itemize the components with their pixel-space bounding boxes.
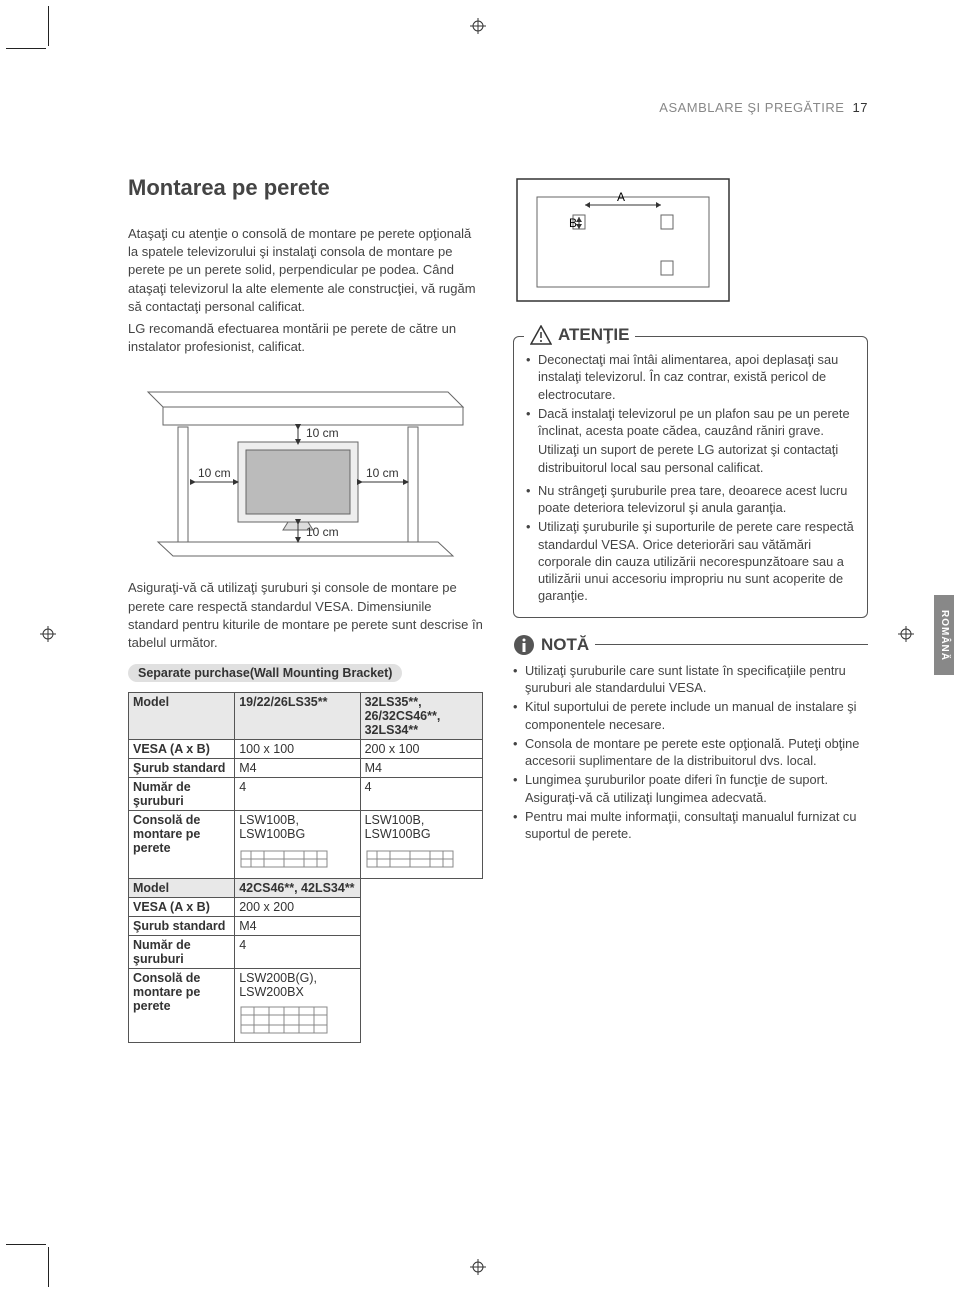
crop-mark	[6, 1244, 46, 1245]
cell: LSW100B, LSW100BG	[235, 811, 360, 879]
svg-text:10 cm: 10 cm	[306, 426, 339, 440]
bracket-icon	[239, 1003, 329, 1037]
note-item: Lungimea şuruburilor poate diferi în fun…	[513, 771, 868, 806]
cell: M4	[360, 759, 482, 778]
cell: VESA (A x B)	[129, 740, 235, 759]
cell: 4	[235, 936, 360, 969]
cell: Model	[129, 879, 235, 898]
attention-item: Nu strângeţi şuruburile prea tare, deoar…	[526, 482, 855, 517]
spec-table-1: Model19/22/26LS35**32LS35**, 26/32CS46**…	[128, 692, 483, 1043]
separate-purchase-label: Separate purchase(Wall Mounting Bracket)	[128, 664, 402, 682]
note-section: NOTĂ Utilizaţi şuruburile care sunt list…	[513, 634, 868, 843]
cell: Număr de şuruburi	[129, 936, 235, 969]
section-title: ASAMBLARE ŞI PREGĂTIRE	[659, 100, 844, 115]
crop-mark	[48, 6, 49, 46]
cell: LSW100B, LSW100BG	[360, 811, 482, 879]
wall-mount-clearance-diagram: 10 cm 10 cm 10 cm 10 cm	[128, 372, 468, 562]
registration-mark-icon	[40, 626, 56, 642]
note-item: Consola de montare pe perete este opţion…	[513, 735, 868, 770]
language-tab: ROMÂNĂ	[934, 595, 954, 675]
cell: 42CS46**, 42LS34**	[235, 879, 360, 898]
language-label: ROMÂNĂ	[939, 610, 950, 661]
svg-text:10 cm: 10 cm	[366, 466, 399, 480]
registration-mark-icon	[470, 18, 486, 34]
info-icon	[513, 634, 535, 656]
vesa-dimension-diagram: A B	[513, 175, 733, 305]
attention-item: Dacă instalaţi televizorul pe un plafon …	[526, 405, 855, 440]
svg-text:10 cm: 10 cm	[198, 466, 231, 480]
svg-text:A: A	[617, 190, 625, 204]
cell: M4	[235, 917, 360, 936]
intro-paragraph: LG recomandă efectuarea montării pe pere…	[128, 320, 483, 356]
cell: Şurub standard	[129, 917, 235, 936]
cell: LSW200B(G), LSW200BX	[235, 969, 360, 1043]
registration-mark-icon	[898, 626, 914, 642]
note-item: Pentru mai multe informaţii, consultaţi …	[513, 808, 868, 843]
cell: VESA (A x B)	[129, 898, 235, 917]
page-header: ASAMBLARE ŞI PREGĂTIRE 17	[128, 100, 868, 115]
attention-callout: ATENŢIE Deconectaţi mai întâi alimentare…	[513, 336, 868, 618]
cell: 4	[360, 778, 482, 811]
warning-icon	[530, 325, 552, 345]
cell: Număr de şuruburi	[129, 778, 235, 811]
attention-item: Utilizaţi şuruburile şi suporturile de p…	[526, 518, 855, 604]
note-item: Utilizaţi şuruburile care sunt listate î…	[513, 662, 868, 697]
vesa-paragraph: Asiguraţi-vă că utilizaţi şuruburi şi co…	[128, 579, 483, 652]
svg-text:10 cm: 10 cm	[306, 525, 339, 539]
cell: 200 x 100	[360, 740, 482, 759]
cell: 32LS35**, 26/32CS46**, 32LS34**	[360, 693, 482, 740]
note-title: NOTĂ	[541, 635, 589, 655]
cell: Model	[129, 693, 235, 740]
attention-item: Deconectaţi mai întâi alimentarea, apoi …	[526, 351, 855, 403]
crop-mark	[6, 48, 46, 49]
page-number: 17	[853, 100, 868, 115]
cell: Consolă de montare pe perete	[129, 969, 235, 1043]
cell: 4	[235, 778, 360, 811]
attention-item-continuation: Utilizaţi un suport de perete LG autoriz…	[526, 441, 855, 476]
crop-mark	[48, 1247, 49, 1287]
intro-paragraph: Ataşaţi cu atenţie o consolă de montare …	[128, 225, 483, 316]
registration-mark-icon	[470, 1259, 486, 1275]
bracket-icon	[239, 845, 329, 873]
divider	[595, 644, 868, 645]
attention-title: ATENŢIE	[558, 325, 629, 345]
empty-cell	[360, 879, 482, 1043]
svg-text:B: B	[569, 216, 577, 230]
note-item: Kitul suportului de perete include un ma…	[513, 698, 868, 733]
cell: Şurub standard	[129, 759, 235, 778]
heading: Montarea pe perete	[128, 175, 483, 201]
cell: 200 x 200	[235, 898, 360, 917]
bracket-icon	[365, 845, 455, 873]
cell: 100 x 100	[235, 740, 360, 759]
cell: M4	[235, 759, 360, 778]
cell: 19/22/26LS35**	[235, 693, 360, 740]
cell: Consolă de montare pe perete	[129, 811, 235, 879]
